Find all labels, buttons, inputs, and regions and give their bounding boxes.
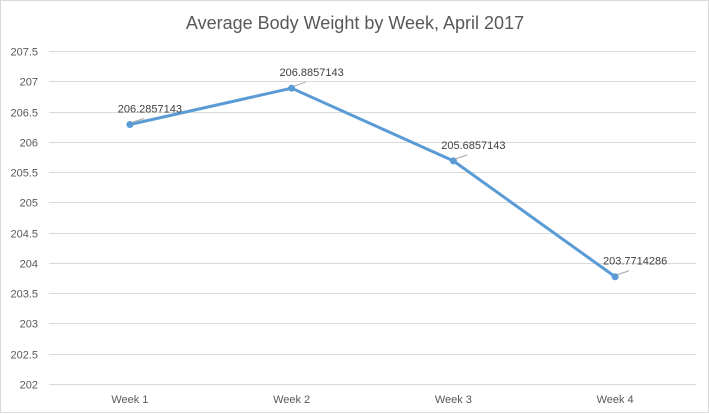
data-point — [288, 84, 296, 92]
y-axis-ticks: 202 202.5 203 203.5 204 204.5 205 205.5 206 206.5… — [10, 47, 38, 392]
label-leader-line — [293, 81, 306, 87]
chart-title: Average Body Weight by Week, April 2017 — [186, 13, 524, 33]
data-point — [449, 157, 457, 165]
data-label: 203.7714286 — [603, 256, 667, 268]
y-tick-label: 204.5 — [10, 229, 38, 241]
x-tick-label: Week 2 — [273, 394, 310, 406]
data-point — [611, 273, 619, 281]
x-axis-ticks: Week 1 Week 2 Week 3 Week 4 — [111, 394, 633, 406]
y-tick-label: 205.5 — [10, 168, 38, 180]
y-tick-label: 206 — [20, 138, 38, 150]
data-label: 206.8857143 — [280, 67, 344, 79]
y-tick-label: 203.5 — [10, 289, 38, 301]
data-point — [126, 121, 134, 129]
y-tick-label: 206.5 — [10, 108, 38, 120]
x-tick-label: Week 1 — [111, 394, 148, 406]
data-label: 206.2857143 — [118, 104, 182, 116]
y-tick-label: 205 — [20, 198, 38, 210]
y-tick-label: 207 — [20, 77, 38, 89]
series-line — [128, 86, 617, 279]
data-label: 205.6857143 — [441, 140, 505, 152]
label-leader-line — [455, 154, 468, 160]
y-tick-label: 202.5 — [10, 350, 38, 362]
gridlines — [49, 51, 696, 385]
label-leader-line — [131, 118, 145, 123]
x-tick-label: Week 4 — [597, 394, 634, 406]
x-tick-label: Week 3 — [435, 394, 472, 406]
label-leader-line — [616, 270, 630, 276]
series-layer — [126, 84, 619, 281]
data-labels: 206.2857143 206.8857143 205.6857143 203.771… — [118, 67, 667, 276]
y-tick-label: 203 — [20, 319, 38, 331]
y-tick-label: 204 — [20, 259, 38, 271]
y-tick-label: 207.5 — [10, 47, 38, 59]
y-tick-label: 202 — [20, 380, 38, 392]
